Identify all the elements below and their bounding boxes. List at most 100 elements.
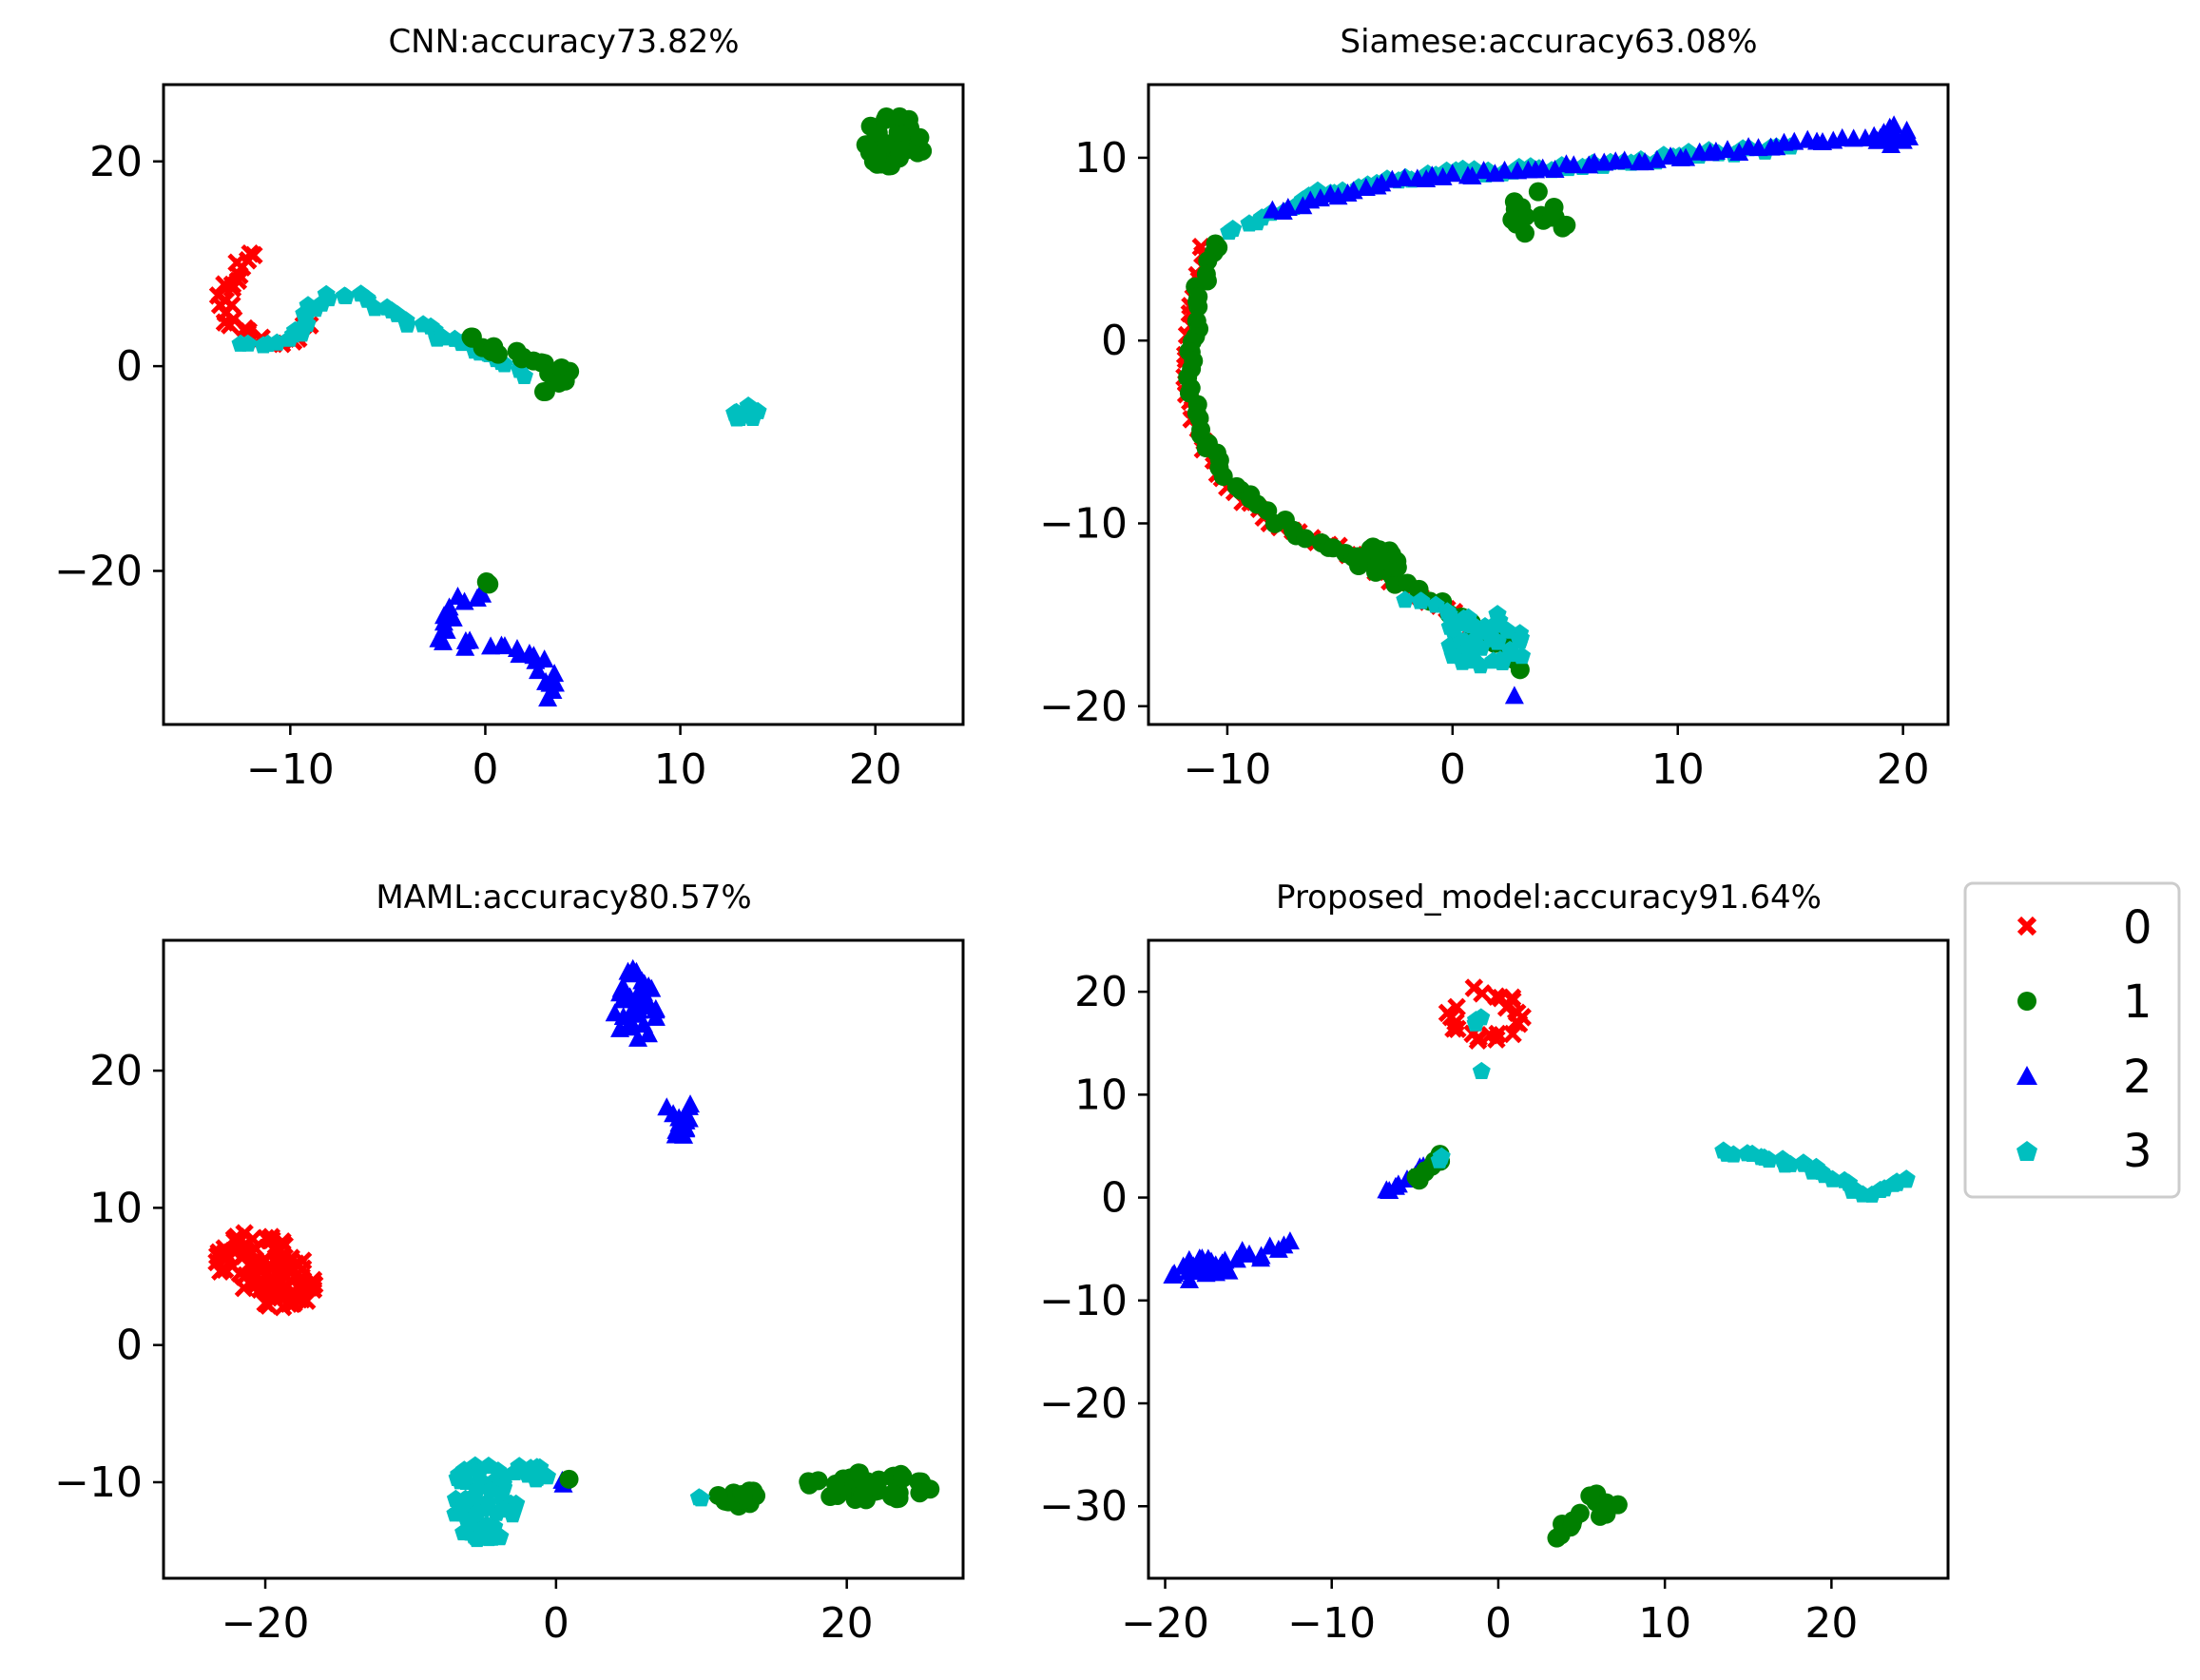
triangle-marker-point-class-2 [629, 981, 649, 1000]
proposed-model-panel: Proposed_model:accuracy91.64% −20 −10 0 10 2… [1039, 879, 1950, 1648]
legend-label-0: 0 [2123, 901, 2152, 955]
legend-label-2: 2 [2123, 1051, 2152, 1104]
legend-label-3: 3 [2123, 1125, 2152, 1178]
cnn-y-tick-label: 20 [89, 138, 143, 186]
x-marker-point-class-0 [234, 1246, 254, 1265]
pentagon-marker-icon [2017, 1141, 2037, 1161]
triangle-marker-point-class-2 [1718, 140, 1738, 159]
circle-marker-point-class-1 [479, 574, 499, 594]
triangle-marker-point-class-2 [642, 978, 662, 997]
proposed-model-x-tick-label: 0 [1485, 1599, 1512, 1648]
circle-marker-point-class-1 [893, 1468, 913, 1488]
cnn-x-tick-label: 20 [849, 745, 902, 794]
siamese-points [1175, 115, 1920, 705]
triangle-marker-point-class-2 [454, 591, 474, 610]
triangle-marker-point-class-2 [1196, 1262, 1216, 1281]
triangle-marker-point-class-2 [1179, 1262, 1199, 1281]
triangle-marker-point-class-2 [1545, 160, 1565, 179]
x-marker-point-class-0 [1447, 997, 1466, 1017]
triangle-marker-point-class-2 [1614, 150, 1634, 169]
circle-marker-point-class-1 [1608, 1495, 1628, 1515]
pentagon-marker-point-class-3 [1458, 638, 1477, 656]
x-marker-point-class-0 [256, 1228, 276, 1248]
cnn-axes-frame [162, 83, 965, 726]
cnn-panel: CNN:accuracy73.82% −10 0 10 20 −20 0 20 [54, 23, 965, 794]
siamese-x-tick-label: 20 [1877, 745, 1930, 794]
maml-y-tick-label: 10 [89, 1184, 143, 1232]
x-marker-point-class-0 [261, 1227, 281, 1246]
cnn-y-tick-label: −20 [54, 547, 143, 595]
proposed-model-x-tick-label: −10 [1287, 1599, 1376, 1648]
pentagon-marker-point-class-3 [1498, 621, 1517, 639]
pentagon-marker-point-class-3 [479, 1457, 498, 1475]
pentagon-marker-point-class-3 [1897, 1169, 1916, 1188]
legend-entry-0: 0 [2017, 901, 2152, 955]
maml-points [207, 958, 940, 1548]
triangle-marker-point-class-2 [526, 650, 546, 669]
triangle-marker-point-class-2 [467, 588, 487, 607]
maml-y-tick-label: 0 [116, 1322, 143, 1370]
circle-marker-point-class-1 [1506, 214, 1526, 234]
pentagon-marker-point-class-3 [531, 1458, 550, 1476]
triangle-marker-point-class-2 [679, 1096, 699, 1115]
maml-title: MAML:accuracy80.57% [376, 879, 751, 917]
maml-y-tick-label: −10 [54, 1458, 143, 1507]
proposed-model-title: Proposed_model:accuracy91.64% [1276, 879, 1822, 917]
circle-marker-point-class-1 [888, 123, 908, 143]
triangle-marker-point-class-2 [1900, 126, 1920, 145]
triangle-marker-point-class-2 [1884, 115, 1904, 134]
circle-marker-point-class-1 [910, 1483, 930, 1503]
circle-marker-point-class-1 [1347, 547, 1367, 567]
triangle-marker-point-class-2 [1165, 1264, 1185, 1283]
circle-marker-point-class-1 [884, 1482, 904, 1502]
circle-marker-point-class-1 [1213, 466, 1233, 486]
triangle-marker-point-class-2 [618, 961, 638, 980]
cnn-points [208, 106, 933, 707]
proposed-model-y-tick-label: 10 [1074, 1071, 1128, 1119]
triangle-marker-point-class-2 [628, 1028, 648, 1047]
pentagon-marker-point-class-3 [299, 296, 318, 314]
circle-marker-icon [2017, 992, 2036, 1011]
x-marker-point-class-0 [230, 1264, 250, 1284]
siamese-x-tick-label: 0 [1439, 745, 1466, 794]
x-marker-point-class-0 [290, 1274, 310, 1293]
legend-entry-1: 1 [2017, 975, 2152, 1029]
triangle-marker-point-class-2 [528, 661, 548, 680]
circle-marker-point-class-1 [826, 1474, 846, 1494]
pentagon-marker-point-class-3 [1472, 1061, 1491, 1079]
x-marker-point-class-0 [215, 1260, 235, 1280]
circle-marker-point-class-1 [860, 1476, 880, 1496]
pentagon-marker-point-class-3 [1472, 1008, 1491, 1026]
pentagon-marker-point-class-3 [365, 299, 384, 317]
circle-marker-point-class-1 [1570, 1503, 1590, 1523]
circle-marker-point-class-1 [708, 1485, 728, 1505]
pentagon-marker-point-class-3 [448, 1468, 467, 1486]
circle-marker-point-class-1 [1370, 551, 1390, 571]
cnn-x-tick-label: 10 [654, 745, 707, 794]
x-marker-point-class-0 [261, 1257, 281, 1277]
pentagon-marker-point-class-3 [1781, 1154, 1800, 1172]
triangle-marker-point-class-2 [619, 1015, 639, 1034]
triangle-marker-point-class-2 [676, 1119, 696, 1138]
legend-entry-3: 3 [2017, 1125, 2152, 1178]
triangle-marker-point-class-2 [615, 984, 635, 1003]
pentagon-marker-point-class-3 [1484, 651, 1503, 669]
siamese-y-tick-label: −10 [1039, 499, 1128, 548]
maml-x-tick-label: 20 [820, 1599, 874, 1648]
pentagon-marker-point-class-3 [517, 1463, 536, 1481]
pentagon-marker-point-class-3 [689, 1488, 708, 1506]
siamese-title: Siamese:accuracy63.08% [1340, 23, 1757, 61]
triangle-marker-point-class-2 [1474, 161, 1494, 180]
circle-marker-point-class-1 [1295, 529, 1315, 549]
circle-marker-point-class-1 [733, 1485, 753, 1505]
triangle-marker-point-class-2 [1729, 142, 1749, 161]
circle-marker-point-class-1 [1188, 297, 1208, 317]
pentagon-marker-point-class-3 [1724, 1145, 1743, 1163]
proposed-model-x-tick-label: 10 [1638, 1599, 1691, 1648]
pentagon-marker-point-class-3 [730, 408, 749, 426]
pentagon-marker-point-class-3 [1224, 220, 1243, 238]
circle-marker-point-class-1 [1504, 192, 1524, 212]
circle-marker-point-class-1 [488, 344, 508, 364]
cnn-y-tick-label: 0 [116, 342, 143, 391]
triangle-marker-point-class-2 [1219, 1261, 1239, 1280]
